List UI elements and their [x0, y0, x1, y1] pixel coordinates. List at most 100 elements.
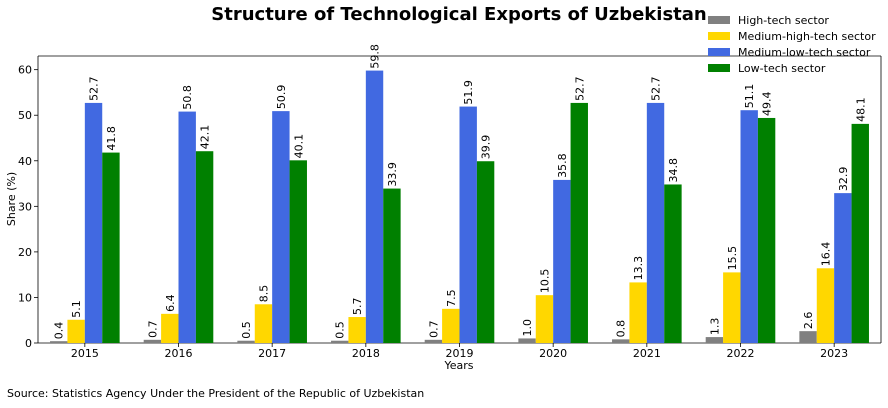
data-label: 5.7: [351, 298, 364, 316]
legend-swatch: [708, 32, 730, 40]
data-label: 50.8: [181, 85, 194, 110]
data-label: 48.1: [854, 97, 867, 122]
data-label: 34.8: [667, 158, 680, 183]
data-label: 40.1: [292, 134, 305, 159]
bar: [143, 339, 162, 343]
data-label: 0.5: [334, 321, 347, 339]
legend-swatch: [708, 64, 730, 72]
legend-swatch: [708, 16, 730, 24]
bar: [365, 70, 384, 344]
x-tick-label: 2021: [633, 347, 661, 360]
bar: [570, 102, 588, 343]
x-tick-label: 2019: [446, 347, 474, 360]
bar: [757, 117, 776, 343]
bar: [723, 272, 741, 343]
data-label: 41.8: [105, 126, 118, 151]
bar: [289, 160, 307, 343]
y-axis-label: Share (%): [5, 172, 18, 226]
legend: High-tech sector Medium-high-tech sector M…: [708, 14, 876, 75]
data-label: 52.7: [650, 76, 663, 101]
data-label: 0.4: [53, 322, 66, 340]
data-label: 51.1: [743, 84, 756, 109]
bar: [84, 102, 103, 343]
data-label: 59.8: [369, 44, 382, 69]
data-label: 5.1: [70, 300, 83, 318]
legend-label: Low-tech sector: [738, 62, 826, 75]
y-tick-label: 60: [18, 64, 32, 77]
data-label: 0.7: [146, 320, 159, 338]
bar: [799, 331, 817, 343]
data-label: 10.5: [538, 269, 551, 294]
bar: [834, 193, 852, 343]
data-label: 1.3: [708, 318, 721, 336]
chart-title: Structure of Technological Exports of Uz…: [211, 4, 706, 25]
bar: [459, 106, 477, 343]
data-label: 2.6: [802, 312, 815, 330]
x-tick-label: 2020: [539, 347, 567, 360]
bars: 0.4 5.1 52.7 41.8 0.7 6.4 50.8 42.1 0.5 8.5 50.9 40…: [50, 44, 869, 344]
bar: [664, 184, 682, 343]
y-tick-label: 30: [18, 200, 32, 213]
legend-swatch: [708, 48, 730, 56]
bar: [383, 188, 401, 343]
bar: [476, 161, 495, 343]
data-label: 42.1: [199, 125, 212, 150]
data-label: 6.4: [164, 294, 177, 312]
bar: [331, 340, 349, 343]
data-label: 50.9: [275, 85, 288, 110]
x-tick-label: 2022: [727, 347, 755, 360]
bar: [50, 341, 68, 343]
legend-label: Medium-high-tech sector: [738, 30, 876, 43]
y-tick-label: 40: [18, 155, 32, 168]
data-label: 51.9: [462, 80, 475, 105]
bar: [237, 340, 255, 343]
data-label: 15.5: [726, 246, 739, 271]
data-label: 0.5: [240, 321, 253, 339]
data-label: 39.9: [480, 135, 493, 159]
bar: [178, 111, 196, 343]
bar: [629, 282, 647, 343]
bar: [646, 102, 665, 343]
bar: [442, 308, 460, 343]
bar: [535, 295, 554, 343]
data-label: 13.3: [632, 256, 645, 281]
bar: [816, 268, 835, 343]
bar: [161, 313, 179, 343]
y-tick-label: 10: [18, 291, 32, 304]
legend-label: High-tech sector: [738, 14, 829, 27]
source-note: Source: Statistics Agency Under the Pres…: [7, 387, 425, 400]
data-label: 33.9: [386, 162, 399, 187]
bar: [272, 111, 290, 343]
bar: [67, 319, 85, 343]
bar: [612, 339, 630, 343]
legend-label: Medium-low-tech sector: [738, 46, 871, 59]
data-label: 0.7: [427, 320, 440, 338]
bar: [424, 339, 443, 343]
x-tick-label: 2023: [820, 347, 848, 360]
y-tick-label: 20: [18, 246, 32, 259]
y-tick-label: 50: [18, 109, 32, 122]
data-label: 8.5: [257, 285, 270, 303]
data-label: 16.4: [819, 242, 832, 267]
data-label: 49.4: [761, 91, 774, 116]
bar: [518, 338, 536, 343]
bar: [102, 152, 120, 343]
bar: [348, 317, 366, 343]
data-label: 32.9: [837, 167, 850, 192]
data-label: 7.5: [445, 289, 458, 307]
data-label: 1.0: [521, 319, 534, 337]
bar: [851, 123, 869, 343]
x-tick-label: 2016: [165, 347, 193, 360]
x-tick-label: 2015: [71, 347, 99, 360]
x-tick-label: 2017: [258, 347, 286, 360]
axes: 0 10 20 30 40 50 60 2015 2016 2017 2018 2019 2020 202…: [18, 55, 882, 360]
bar: [195, 151, 214, 343]
data-label: 35.8: [556, 153, 569, 178]
data-label: 52.7: [573, 76, 586, 101]
bar: [705, 337, 724, 343]
x-tick-label: 2018: [352, 347, 380, 360]
data-label: 52.7: [88, 76, 101, 101]
data-label: 0.8: [615, 320, 628, 338]
x-axis-label: Years: [443, 359, 473, 372]
